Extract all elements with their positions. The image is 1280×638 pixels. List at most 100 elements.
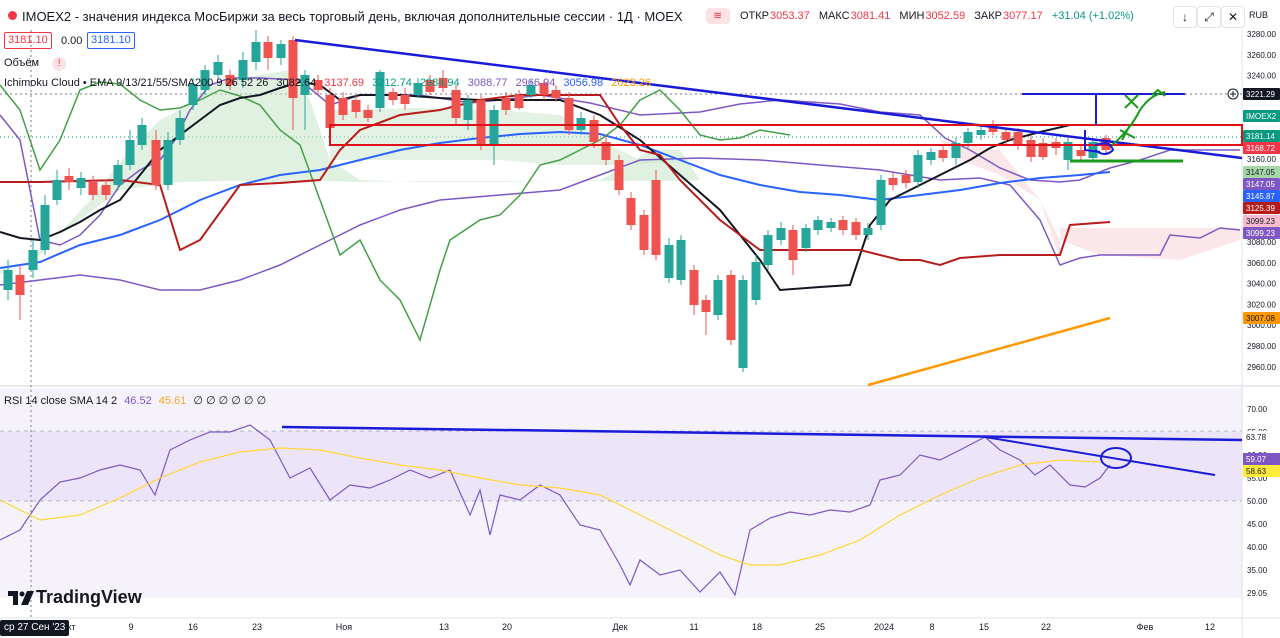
price-label: 3168.72	[1243, 142, 1280, 154]
price-label-bg	[1243, 142, 1280, 154]
rsi-value-label: 59.07	[1243, 453, 1280, 465]
candle-body	[988, 125, 998, 132]
price-label: 3181.14	[1243, 130, 1280, 142]
candle-body	[501, 98, 511, 110]
rsi-band	[0, 431, 1242, 501]
bear-candle	[425, 75, 435, 95]
bear-candle	[689, 265, 699, 315]
low-label: МИН	[899, 10, 925, 22]
candle-body	[200, 70, 210, 90]
bear-candle	[501, 92, 511, 115]
bear-candle	[225, 70, 235, 90]
close-button[interactable]: ✕	[1221, 6, 1245, 28]
candle-body	[938, 150, 948, 158]
bull-candle	[489, 105, 499, 165]
price-label-text: 3168.72	[1246, 144, 1275, 153]
close-icon: ✕	[1227, 10, 1239, 24]
candle-body	[438, 78, 448, 88]
rsi-label-bg	[1243, 465, 1280, 477]
price-label: 3145.87	[1243, 190, 1280, 202]
price-label-text: 3147.05	[1246, 180, 1275, 189]
bear-candle	[88, 176, 98, 200]
price-tick: 2980.00	[1247, 342, 1276, 351]
wave-icon: ≋	[713, 10, 723, 22]
arrow-down-icon: ↓	[1182, 10, 1188, 24]
ichimoku-value: 3082.64	[276, 77, 317, 89]
tradingview-logo[interactable]: TradingView	[36, 587, 142, 607]
candle-body	[963, 132, 973, 143]
rsi-label-text: 59.07	[1246, 455, 1267, 464]
price-label-bg	[1243, 110, 1280, 122]
bear-candle	[701, 295, 711, 335]
bear-candle	[626, 192, 636, 230]
time-tick: Дек	[612, 622, 627, 632]
price-tick: 3240.00	[1247, 72, 1276, 81]
ichimoku-value: 2966.94	[515, 77, 556, 89]
bear-candle	[476, 95, 486, 150]
rsi-sma-line	[0, 447, 1101, 566]
bear-candle	[400, 88, 410, 110]
candle-body	[276, 44, 286, 58]
currency-label[interactable]: RUB	[1249, 10, 1269, 20]
bear-candle	[838, 216, 848, 235]
price-tick: 2960.00	[1247, 363, 1276, 372]
bull-candle	[28, 240, 38, 278]
candle-body	[651, 180, 661, 255]
lagging-span-line	[0, 81, 791, 343]
time-tick: 20	[502, 622, 512, 632]
bull-candle	[137, 118, 147, 150]
ohlc-values: ОТКР3053.37 МАКС3081.41 МИН3052.59 ЗАКР3…	[740, 10, 1134, 22]
rsi-tick: 35.00	[1247, 566, 1268, 575]
rsi-trendline	[281, 425, 1243, 442]
ichimoku-legend[interactable]: Ichimoku Cloud • EMA 9/13/21/55/SMA200 9…	[4, 77, 656, 89]
price-label-bg	[1243, 227, 1280, 239]
candle-body	[876, 180, 886, 225]
candle-body	[788, 230, 798, 260]
ichimoku-cloud-bear	[940, 140, 1240, 260]
ask-price-box[interactable]: 3181.10	[87, 32, 135, 49]
high-value: 3081.41	[850, 10, 891, 22]
data-badge[interactable]: ≋	[706, 8, 730, 24]
candle-body	[1076, 150, 1086, 156]
volume-legend[interactable]: Объём !	[4, 57, 67, 71]
bull-candle	[1088, 138, 1098, 160]
time-tick: 8	[929, 622, 934, 632]
fullscreen-button[interactable]: ⤢	[1197, 6, 1221, 28]
rsi-legend[interactable]: RSI 14 close SMA 14 2 46.52 45.61 ∅ ∅ ∅ …	[4, 394, 266, 407]
candle-body	[639, 215, 649, 250]
candle-body	[838, 220, 848, 230]
rsi-tick: 55.00	[1247, 474, 1268, 483]
candle-body	[813, 220, 823, 230]
bid-price-box[interactable]: 3181.10	[4, 32, 52, 49]
symbol-title[interactable]: IMOEX2 - значения индекса МосБиржи за ве…	[22, 9, 683, 24]
ichimoku-label: Ichimoku Cloud • EMA 9/13/21/55/SMA200 9…	[4, 77, 269, 89]
candle-body	[1013, 132, 1023, 145]
candle-body	[113, 165, 123, 185]
ichimoku-value: 3137.69	[324, 77, 365, 89]
rsi-value: 46.52	[124, 395, 152, 407]
candle-body	[1063, 142, 1073, 160]
price-label-bg	[1243, 190, 1280, 202]
bear-candle	[288, 36, 298, 130]
bear-candle	[1001, 128, 1011, 145]
candle-body	[526, 85, 536, 95]
candle-body	[375, 72, 385, 108]
candle-body	[1088, 142, 1098, 158]
price-label-text: 3221.29	[1246, 90, 1275, 99]
bull-candle	[251, 28, 261, 70]
rsi-value-label: 58.63	[1243, 465, 1280, 477]
symbol-status-icon	[8, 11, 17, 20]
bull-candle	[238, 52, 248, 88]
bear-candle	[151, 130, 161, 190]
candle-body	[363, 110, 373, 118]
price-tick: 3000.00	[1247, 321, 1276, 330]
bear-candle	[564, 92, 574, 135]
candle-body	[901, 175, 911, 183]
candle-body	[913, 155, 923, 182]
close-label: ЗАКР	[974, 10, 1002, 22]
bull-candle	[738, 275, 748, 372]
candle-body	[614, 160, 624, 190]
hand-drawn-arrow	[1111, 88, 1166, 146]
scroll-down-button[interactable]: ↓	[1173, 6, 1197, 28]
